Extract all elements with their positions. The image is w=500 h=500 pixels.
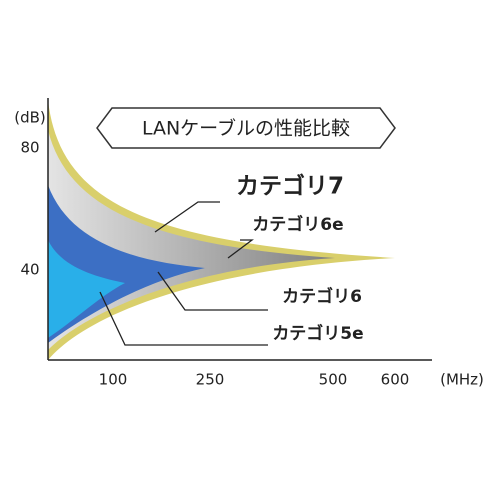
y-tick-label: 40 <box>20 261 39 279</box>
title-banner <box>96 107 396 149</box>
x-tick-label: 100 <box>99 371 128 389</box>
cat5e-area <box>48 240 125 338</box>
cat7-label: カテゴリ7 <box>236 173 344 200</box>
cat6-label: カテゴリ6 <box>282 286 362 307</box>
leader-line <box>99 291 268 346</box>
x-unit: (MHz) <box>440 371 484 389</box>
cat5e-label: カテゴリ5e <box>272 323 363 344</box>
cat6e-label: カテゴリ6e <box>252 214 343 235</box>
leader-line <box>157 271 268 311</box>
title: LANケーブルの性能比較 <box>142 117 350 140</box>
leader-line <box>227 239 254 259</box>
leader-line <box>154 201 220 233</box>
y-tick-label: 80 <box>20 139 39 157</box>
x-tick-label: 500 <box>319 371 348 389</box>
x-tick-label: 250 <box>196 371 225 389</box>
x-tick-label: 600 <box>381 371 410 389</box>
y-unit: (dB) <box>14 109 46 127</box>
